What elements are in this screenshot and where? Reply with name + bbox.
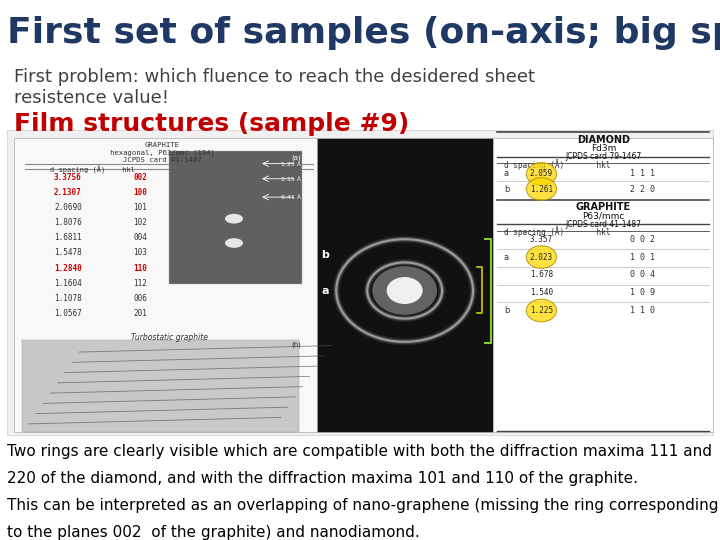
Text: 2.023: 2.023 <box>530 253 553 261</box>
Text: 102: 102 <box>133 218 147 227</box>
Text: 201: 201 <box>133 309 147 318</box>
Text: 002: 002 <box>133 173 147 182</box>
FancyBboxPatch shape <box>317 138 493 432</box>
Text: P63/mmc: P63/mmc <box>582 212 624 221</box>
Text: 220 of the diamond, and with the diffraction maxima 101 and 110 of the graphite.: 220 of the diamond, and with the diffrac… <box>7 471 638 486</box>
Text: JCPDS card 79-1467: JCPDS card 79-1467 <box>565 152 642 161</box>
Text: to the planes 002  of the graphite) and nanodiamond.: to the planes 002 of the graphite) and n… <box>7 525 420 540</box>
Text: GRAPHITE
hexagonal, P63/mmc (194)
JCPDS card 41-1487: GRAPHITE hexagonal, P63/mmc (194) JCPDS … <box>109 142 215 163</box>
Text: Turbostatic graphite: Turbostatic graphite <box>131 333 207 342</box>
Ellipse shape <box>225 214 243 224</box>
Text: 006: 006 <box>133 294 147 303</box>
Text: a: a <box>504 253 509 261</box>
Text: 2 2 0: 2 2 0 <box>630 185 655 193</box>
Text: 004: 004 <box>133 233 147 242</box>
Text: a: a <box>504 170 509 178</box>
Ellipse shape <box>225 238 243 248</box>
Text: 2.059: 2.059 <box>530 170 553 178</box>
Text: 1.540: 1.540 <box>530 288 553 297</box>
Text: 1.8076: 1.8076 <box>54 218 82 227</box>
Text: DIAMOND: DIAMOND <box>577 135 630 145</box>
FancyBboxPatch shape <box>493 138 713 432</box>
Text: 2.15 Å: 2.15 Å <box>281 177 301 182</box>
Text: (b): (b) <box>291 341 301 348</box>
Circle shape <box>526 299 557 322</box>
Text: First set of samples (on-axis; big spot area): First set of samples (on-axis; big spot … <box>7 16 720 50</box>
Text: First problem: which fluence to reach the desidered sheet: First problem: which fluence to reach th… <box>14 68 536 85</box>
Text: Film structures (sample #9): Film structures (sample #9) <box>14 112 410 136</box>
Text: This can be interpreted as an overlapping of nano-graphene (missing the ring cor: This can be interpreted as an overlappin… <box>7 498 719 513</box>
Text: 1.5478: 1.5478 <box>54 248 82 258</box>
Text: 1.2840: 1.2840 <box>54 264 82 273</box>
Text: 1 1 0: 1 1 0 <box>630 306 655 315</box>
Text: 1.25 Å: 1.25 Å <box>281 162 301 167</box>
Text: 1.261: 1.261 <box>530 185 553 193</box>
Text: 1 1 1: 1 1 1 <box>630 170 655 178</box>
Text: Two rings are clearly visible which are compatible with both the diffraction max: Two rings are clearly visible which are … <box>7 444 712 459</box>
Text: 3.3756: 3.3756 <box>54 173 82 182</box>
Text: 100: 100 <box>133 188 147 197</box>
FancyBboxPatch shape <box>169 151 302 284</box>
Text: 1 0 1: 1 0 1 <box>630 253 655 261</box>
Text: GRAPHITE: GRAPHITE <box>576 202 631 213</box>
Circle shape <box>387 277 423 304</box>
Text: Fd3m: Fd3m <box>590 144 616 153</box>
Text: 1.1604: 1.1604 <box>54 279 82 288</box>
Text: 1 0 9: 1 0 9 <box>630 288 655 297</box>
Text: (a): (a) <box>291 154 301 161</box>
Text: JCPDS card 41-1487: JCPDS card 41-1487 <box>565 220 642 229</box>
Text: d spacing (Å)    hkl: d spacing (Å) hkl <box>50 166 135 174</box>
Text: 110: 110 <box>133 264 147 273</box>
Text: 101: 101 <box>133 203 147 212</box>
Text: 1.225: 1.225 <box>530 306 553 315</box>
FancyBboxPatch shape <box>7 130 713 435</box>
Text: 9.41 Å: 9.41 Å <box>281 195 301 200</box>
Text: 3.357: 3.357 <box>530 235 553 244</box>
Text: 112: 112 <box>133 279 147 288</box>
Text: d spacing (Å)       hkl: d spacing (Å) hkl <box>504 226 611 237</box>
Text: 1.6811: 1.6811 <box>54 233 82 242</box>
Text: b: b <box>322 250 329 260</box>
Text: 2.0690: 2.0690 <box>54 203 82 212</box>
Text: a: a <box>322 286 329 295</box>
Text: 1.0567: 1.0567 <box>54 309 82 318</box>
Text: 0 0 2: 0 0 2 <box>630 235 655 244</box>
Circle shape <box>372 266 437 315</box>
Text: 1.678: 1.678 <box>530 271 553 279</box>
Text: 2.1307: 2.1307 <box>54 188 82 197</box>
Text: 1.1078: 1.1078 <box>54 294 82 303</box>
Text: 0 0 4: 0 0 4 <box>630 271 655 279</box>
FancyBboxPatch shape <box>14 138 317 432</box>
Text: d spacing (Å)       hkl: d spacing (Å) hkl <box>504 159 611 170</box>
Circle shape <box>526 246 557 268</box>
Text: b: b <box>504 306 509 315</box>
Text: 103: 103 <box>133 248 147 258</box>
FancyBboxPatch shape <box>22 340 299 432</box>
Text: resistence value!: resistence value! <box>14 89 169 107</box>
Circle shape <box>526 163 557 185</box>
Circle shape <box>526 178 557 200</box>
Text: b: b <box>504 185 509 193</box>
